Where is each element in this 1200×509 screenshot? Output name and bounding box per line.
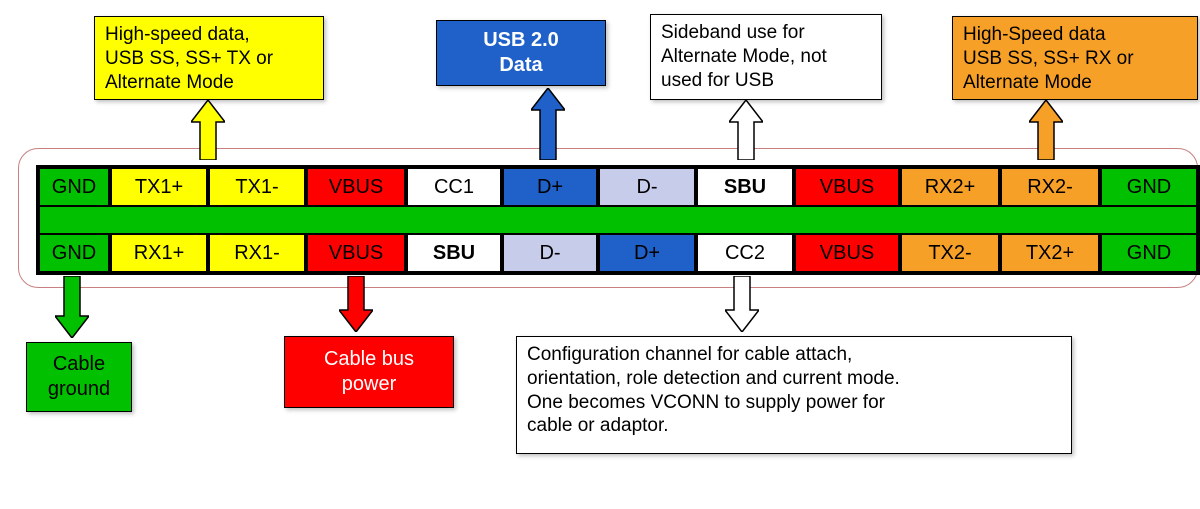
pin-gnd: GND (1100, 167, 1198, 207)
pin-dplus: D+ (598, 233, 696, 273)
pin-tx1minus: TX1- (208, 167, 306, 207)
pin-tx2minus: TX2- (900, 233, 1000, 273)
pin-rx1minus: RX1- (208, 233, 306, 273)
arrow-arr-cc (725, 276, 759, 332)
pin-gnd: GND (38, 233, 110, 273)
pin-rx2minus: RX2- (1000, 167, 1100, 207)
pin-sbu: SBU (696, 167, 794, 207)
callout-hs-rx: High-Speed dataUSB SS, SS+ RX orAlternat… (952, 16, 1198, 100)
arrow-arr-vbus (339, 276, 373, 332)
arrow-arr-gnd (55, 276, 89, 338)
callout-gnd: Cableground (26, 342, 132, 412)
pin-dplus: D+ (502, 167, 598, 207)
pin-row-top: GNDTX1+TX1-VBUSCC1D+D-SBUVBUSRX2+RX2-GND (38, 167, 1198, 207)
pin-tx1plus: TX1+ (110, 167, 208, 207)
pin-gnd: GND (1100, 233, 1198, 273)
callout-usb2: USB 2.0Data (436, 20, 606, 86)
callout-hs-tx: High-speed data,USB SS, SS+ TX orAlterna… (94, 16, 324, 100)
pin-rx1plus: RX1+ (110, 233, 208, 273)
callout-vbus: Cable buspower (284, 336, 454, 408)
callout-sbu: Sideband use forAlternate Mode, notused … (650, 14, 882, 100)
pin-row-bottom: GNDRX1+RX1-VBUSSBUD-D+CC2VBUSTX2-TX2+GND (38, 233, 1198, 273)
pin-vbus: VBUS (794, 167, 900, 207)
pin-dminus: D- (598, 167, 696, 207)
callout-cc: Configuration channel for cable attach,o… (516, 336, 1072, 454)
pin-cc1: CC1 (406, 167, 502, 207)
pin-vbus: VBUS (794, 233, 900, 273)
pin-gnd: GND (38, 167, 110, 207)
pin-vbus: VBUS (306, 167, 406, 207)
pin-tx2plus: TX2+ (1000, 233, 1100, 273)
arrow-arr-sbu (729, 100, 763, 160)
pin-cc2: CC2 (696, 233, 794, 273)
arrow-arr-hs-tx (191, 100, 225, 160)
usb-c-pinout-table: GNDTX1+TX1-VBUSCC1D+D-SBUVBUSRX2+RX2-GND… (36, 165, 1200, 275)
arrow-arr-hs-rx (1029, 100, 1063, 160)
pin-vbus: VBUS (306, 233, 406, 273)
pin-midbar (38, 207, 1198, 233)
pin-sbu: SBU (406, 233, 502, 273)
arrow-arr-usb2 (531, 88, 565, 160)
pin-rx2plus: RX2+ (900, 167, 1000, 207)
pin-dminus: D- (502, 233, 598, 273)
